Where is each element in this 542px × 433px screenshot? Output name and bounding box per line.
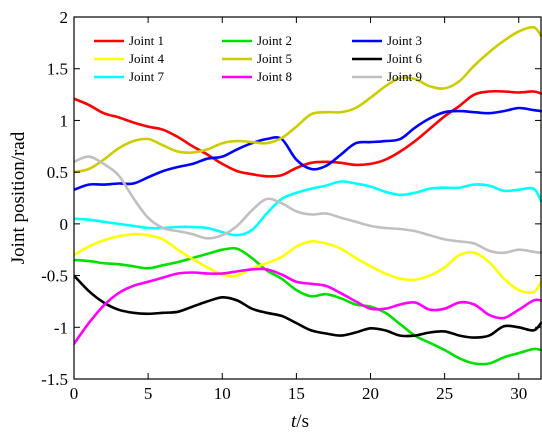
legend-label-joint-4: Joint 4 <box>129 51 165 66</box>
y-tick-label: 2 <box>60 8 69 27</box>
legend-label-joint-3: Joint 3 <box>387 33 422 48</box>
series-line-joint-3 <box>74 106 542 191</box>
x-axis: 0 5 10 15 20 25 30 <box>70 17 527 403</box>
legend-label-joint-9: Joint 9 <box>387 69 422 84</box>
x-axis-title-unit: /s <box>296 411 309 432</box>
series-line-joint-4 <box>74 232 542 294</box>
legend-label-joint-5: Joint 5 <box>257 51 292 66</box>
series-line-joint-1 <box>74 89 542 178</box>
legend-label-joint-2: Joint 2 <box>257 33 292 48</box>
y-tick-label: -1 <box>54 318 68 337</box>
y-axis-title: Joint position/rad <box>8 131 29 264</box>
x-tick-label: 5 <box>144 384 153 403</box>
series-line-joint-6 <box>74 274 542 339</box>
x-tick-label: 15 <box>288 384 305 403</box>
legend-label-joint-1: Joint 1 <box>129 33 164 48</box>
series-layer <box>74 25 542 366</box>
x-tick-label: 30 <box>510 384 527 403</box>
x-tick-label: 20 <box>362 384 379 403</box>
series-line-joint-9 <box>74 155 542 255</box>
series-line-joint-2 <box>74 246 542 366</box>
y-tick-label: -1.5 <box>41 370 68 389</box>
legend-label-joint-7: Joint 7 <box>129 69 165 84</box>
x-tick-label: 25 <box>436 384 453 403</box>
legend-label-joint-8: Joint 8 <box>257 69 292 84</box>
plot-frame <box>73 16 542 380</box>
y-tick-label: 1.5 <box>47 60 68 79</box>
x-axis-title: t/s <box>291 411 309 432</box>
y-tick-label: 1 <box>60 111 69 130</box>
series-line-joint-7 <box>74 180 542 237</box>
x-tick-label: 10 <box>214 384 231 403</box>
x-tick-label: 0 <box>70 384 79 403</box>
series-line-joint-8 <box>74 267 542 346</box>
y-tick-label: 0 <box>60 215 69 234</box>
x-axis-title-var: t <box>291 411 297 432</box>
legend-label-joint-6: Joint 6 <box>387 51 423 66</box>
y-axis: -1.5 -1 -0.5 0 0.5 1 1.5 2 <box>41 8 541 389</box>
y-tick-label: -0.5 <box>41 267 68 286</box>
y-tick-label: 0.5 <box>47 163 68 182</box>
series-line-joint-5 <box>74 25 542 174</box>
legend: Joint 1 Joint 2 Joint 3 Joint 4 Joint 5 Joint… <box>94 33 423 84</box>
